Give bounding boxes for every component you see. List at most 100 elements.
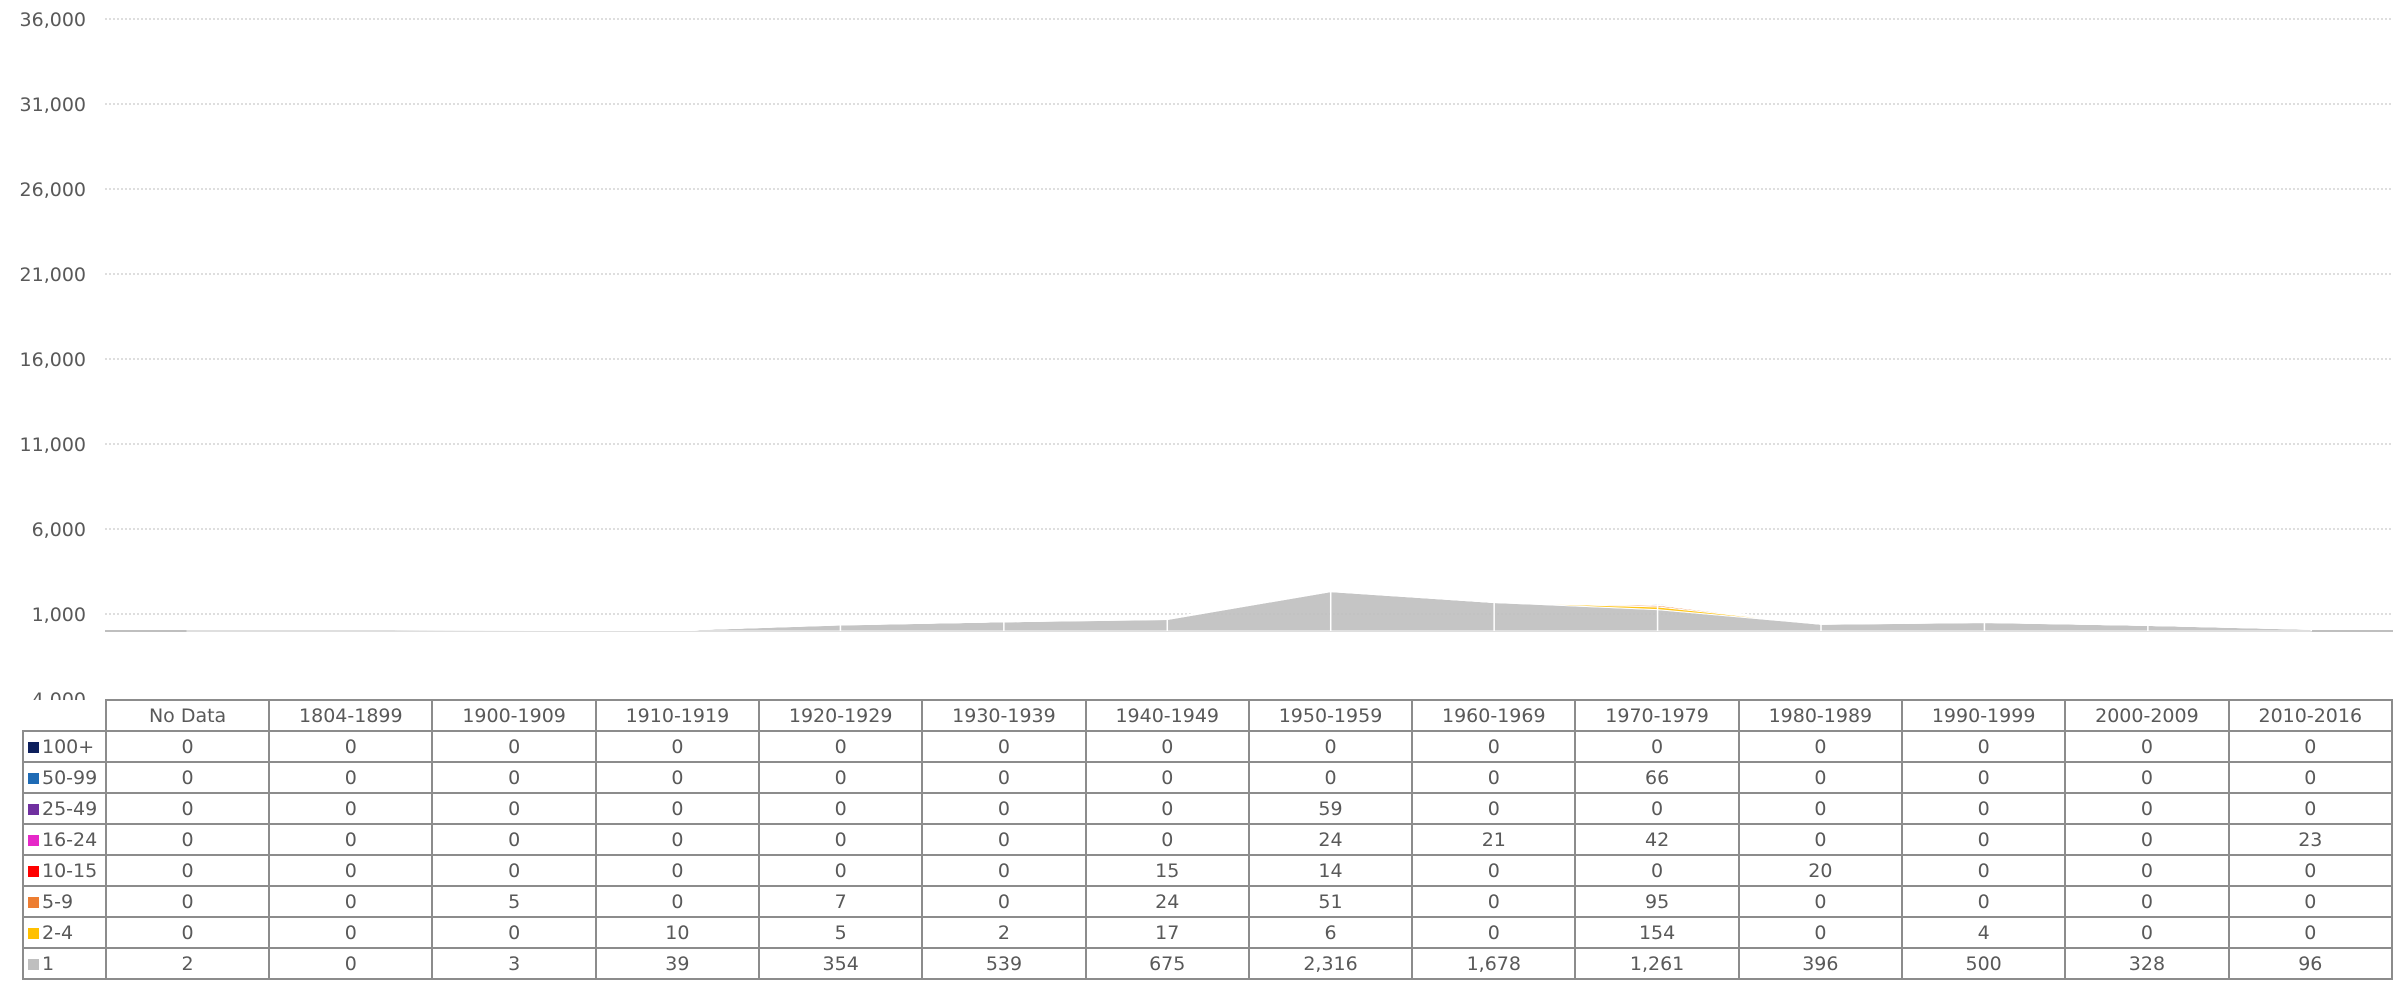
data-label: 0 (1574, 792, 1740, 825)
data-label: 4 (1900, 916, 2067, 949)
data-label: 1,261 (1574, 947, 1740, 980)
data-label: 23 (2227, 823, 2393, 856)
data-label: 5 (758, 916, 924, 949)
data-label: 0 (758, 854, 924, 887)
data-label: 0 (921, 854, 1087, 887)
data-label: 0 (268, 823, 434, 856)
table-corner (23, 700, 106, 731)
legend-swatch (28, 865, 39, 877)
data-label: 96 (2227, 947, 2393, 980)
y-tick-label: 31,000 (20, 94, 86, 116)
data-label: 539 (921, 947, 1087, 980)
legend-swatch (28, 927, 39, 939)
category-label: 1920-1929 (758, 699, 924, 732)
data-label: 0 (921, 761, 1087, 794)
data-label: 0 (1574, 854, 1740, 887)
data-label: 0 (431, 916, 597, 949)
data-label: 0 (1737, 823, 1904, 856)
legend-swatch (28, 896, 39, 908)
data-label: 2 (104, 947, 271, 980)
data-label: 0 (104, 916, 271, 949)
y-tick-label: 16,000 (20, 349, 86, 371)
data-label: 0 (268, 916, 434, 949)
table-row: 100+ 0 0 0 0 0 0 0 0 0 0 0 0 0 0 (22, 730, 2393, 763)
category-label: 1950-1959 (1247, 699, 1414, 732)
category-label: No Data (104, 699, 271, 732)
table-row: 50-99 0 0 0 0 0 0 0 0 0 66 0 0 0 0 (22, 761, 2393, 794)
legend-swatch (28, 803, 39, 815)
legend-swatch (28, 772, 39, 784)
data-label: 3 (431, 947, 597, 980)
y-tick-label: 6,000 (32, 519, 86, 541)
data-label: 0 (1900, 885, 2067, 918)
table-row: 5-9 0 0 5 0 7 0 24 51 0 95 0 0 0 0 (22, 885, 2393, 918)
data-label: 0 (1411, 730, 1577, 763)
legend-entry: 16-24 (22, 823, 107, 856)
data-label: 0 (594, 730, 761, 763)
data-label: 0 (268, 947, 434, 980)
data-label: 0 (758, 792, 924, 825)
data-label: 0 (1737, 916, 1904, 949)
legend-swatch (28, 834, 39, 846)
series-name: 2-4 (42, 921, 74, 944)
data-label: 66 (1574, 761, 1740, 794)
data-label: 0 (104, 823, 271, 856)
y-tick-label: -4,000 (25, 689, 86, 700)
series-name: 16-24 (42, 828, 98, 851)
y-tick-label: 11,000 (20, 434, 86, 456)
data-label: 0 (1411, 792, 1577, 825)
data-label: 0 (758, 761, 924, 794)
table-row: 25-49 0 0 0 0 0 0 0 59 0 0 0 0 0 0 (22, 792, 2393, 825)
data-label: 0 (1084, 730, 1250, 763)
data-label: 0 (2064, 792, 2230, 825)
data-label: 396 (1737, 947, 1904, 980)
y-tick-label: 26,000 (20, 179, 86, 201)
data-label: 0 (268, 792, 434, 825)
data-label: 0 (268, 854, 434, 887)
data-label: 0 (2227, 916, 2393, 949)
legend-entry: 1 (22, 947, 107, 980)
legend-entry: 100+ (22, 730, 107, 763)
category-label: 1970-1979 (1574, 699, 1740, 732)
data-label: 59 (1247, 792, 1414, 825)
data-label: 0 (1247, 730, 1414, 763)
data-label: 0 (104, 730, 271, 763)
data-label: 0 (1737, 730, 1904, 763)
legend-entry: 10-15 (22, 854, 107, 887)
category-label: 1804-1899 (268, 699, 434, 732)
data-label: 0 (594, 854, 761, 887)
data-label: 0 (104, 761, 271, 794)
data-label: 0 (431, 792, 597, 825)
legend-entry: 5-9 (22, 885, 107, 918)
data-label: 0 (1411, 916, 1577, 949)
data-label: 0 (1411, 854, 1577, 887)
data-label: 51 (1247, 885, 1414, 918)
data-label: 0 (2064, 823, 2230, 856)
series-name: 100+ (42, 735, 95, 758)
category-label: 2010-2016 (2227, 699, 2393, 732)
legend-entry: 50-99 (22, 761, 107, 794)
data-label: 0 (1084, 792, 1250, 825)
series-name: 50-99 (42, 766, 98, 789)
data-label: 0 (2064, 885, 2230, 918)
data-label: 0 (2064, 854, 2230, 887)
data-label: 675 (1084, 947, 1250, 980)
table-row: 2-4 0 0 0 10 5 2 17 6 0 154 0 4 0 0 (22, 916, 2393, 949)
data-label: 0 (1084, 761, 1250, 794)
data-label: 0 (594, 823, 761, 856)
chart-area: 36,000 31,000 26,000 21,000 16,000 11,000 6,00… (20, 9, 2393, 700)
table-header-row: No Data 1804-1899 1900-1909 1910-1919 1920-1… (23, 699, 2393, 732)
data-label: 0 (2227, 730, 2393, 763)
gridlines (105, 18, 2393, 632)
series-name: 10-15 (42, 859, 98, 882)
data-table: No Data 1804-1899 1900-1909 1910-1919 1920-1… (22, 699, 2393, 980)
data-label: 0 (268, 885, 434, 918)
category-label: 1940-1949 (1084, 699, 1250, 732)
data-label: 0 (1900, 854, 2067, 887)
y-tick-label: 21,000 (20, 264, 86, 286)
data-label: 0 (758, 823, 924, 856)
data-label: 0 (1411, 761, 1577, 794)
data-label: 0 (1900, 792, 2067, 825)
legend-swatch (28, 958, 39, 970)
data-label: 0 (2227, 885, 2393, 918)
